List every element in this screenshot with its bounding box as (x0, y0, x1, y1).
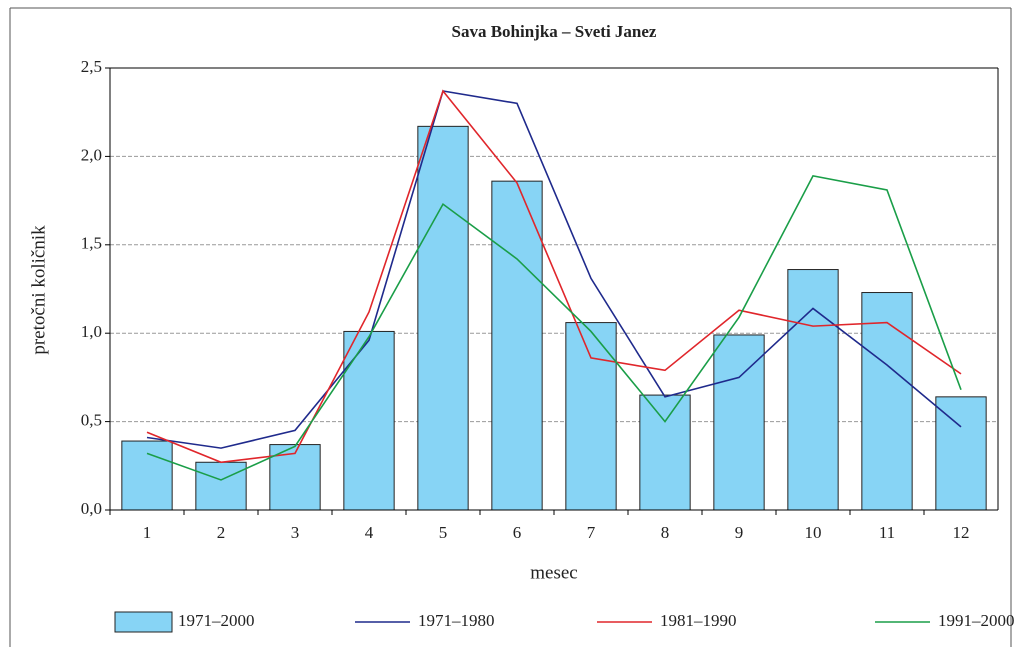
x-axis-label: mesec (530, 562, 577, 583)
bar (861, 292, 913, 511)
y-axis-label: pretočni količnik (28, 225, 49, 355)
chart-title: Sava Bohinjka – Sveti Janez (452, 22, 657, 41)
x-tick-label: 7 (587, 523, 596, 542)
x-tick-label: 12 (953, 523, 970, 542)
line (146, 174, 962, 481)
x-tick-label: 11 (879, 523, 895, 542)
legend-label: 1981–1990 (660, 611, 737, 630)
legend-label: 1991–2000 (938, 611, 1014, 630)
y-tick-label: 2,0 (81, 145, 102, 164)
bar (195, 461, 247, 511)
bar (491, 180, 543, 511)
line (146, 89, 962, 464)
y-tick-label: 0,0 (81, 499, 102, 518)
x-tick-label: 4 (365, 523, 374, 542)
y-tick-label: 2,5 (81, 57, 102, 76)
legend-swatch (114, 611, 173, 633)
x-tick-label: 6 (513, 523, 522, 542)
line (146, 90, 962, 449)
bar (935, 396, 987, 511)
bar (121, 440, 173, 511)
x-tick-label: 9 (735, 523, 744, 542)
x-tick-label: 3 (291, 523, 300, 542)
bar (639, 394, 691, 511)
bar (343, 330, 395, 511)
x-tick-label: 5 (439, 523, 448, 542)
x-tick-label: 8 (661, 523, 670, 542)
y-tick-label: 1,0 (81, 322, 102, 341)
bar (787, 269, 839, 511)
y-tick-label: 0,5 (81, 411, 102, 430)
bar (565, 322, 617, 511)
x-tick-label: 2 (217, 523, 226, 542)
bar (417, 125, 469, 511)
bar (713, 334, 765, 511)
y-tick-label: 1,5 (81, 234, 102, 253)
x-tick-label: 10 (805, 523, 822, 542)
legend-label: 1971–2000 (178, 611, 255, 630)
legend-label: 1971–1980 (418, 611, 495, 630)
x-tick-label: 1 (143, 523, 152, 542)
